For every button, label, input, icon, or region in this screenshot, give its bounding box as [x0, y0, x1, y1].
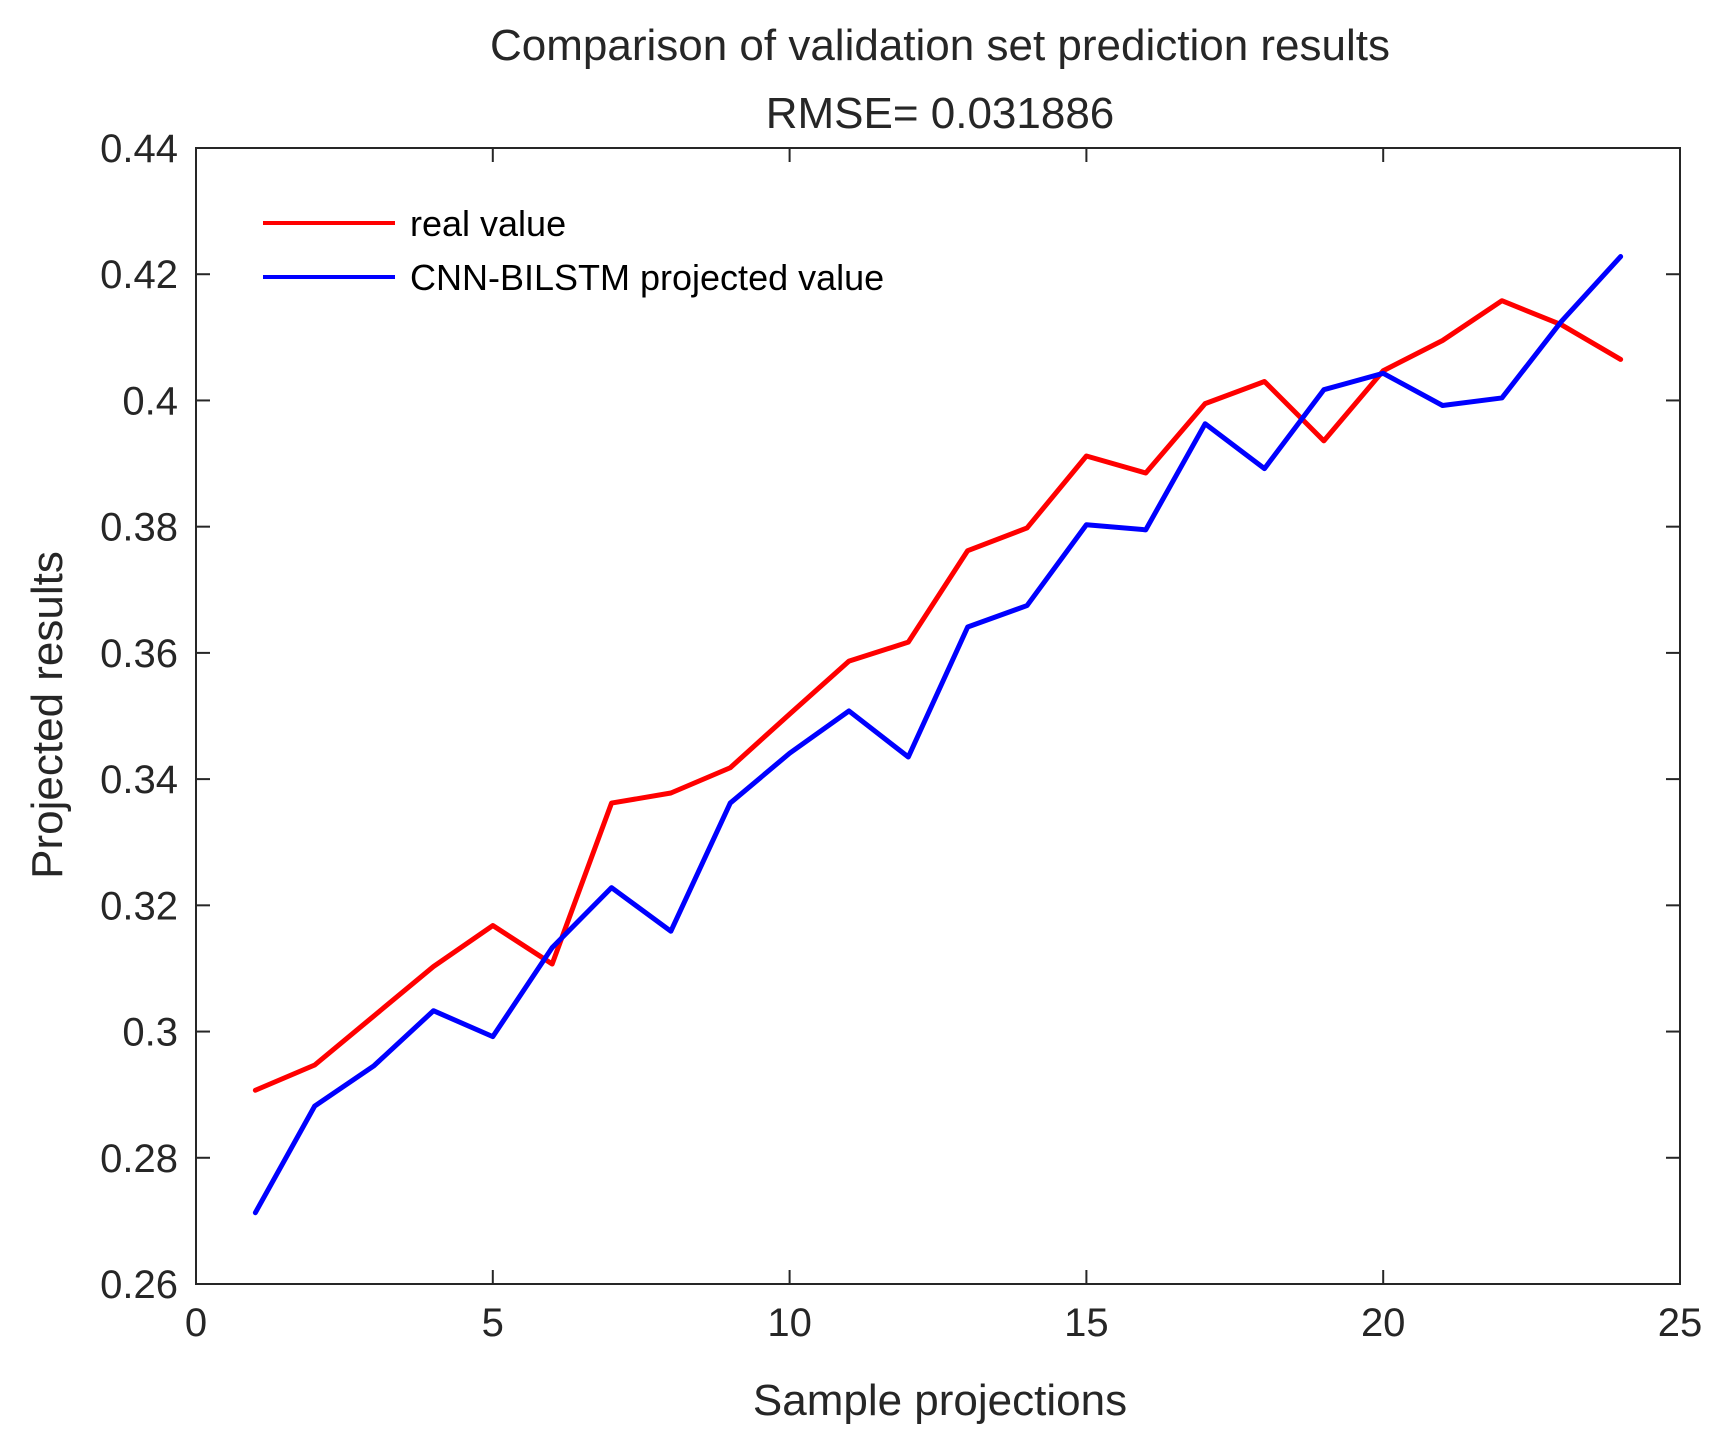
y-tick-label: 0.42	[100, 253, 178, 297]
y-tick-label: 0.4	[122, 379, 178, 423]
legend: real value CNN-BILSTM projected value	[263, 203, 884, 298]
x-tick-label: 10	[767, 1301, 812, 1345]
y-tick-label: 0.38	[100, 506, 178, 550]
y-tick-label: 0.44	[100, 127, 178, 171]
series-line-cnn-bilstm	[252, 254, 1624, 1216]
y-tick-label: 0.36	[100, 632, 178, 676]
y-tick-label: 0.34	[100, 758, 178, 802]
x-tick-label: 15	[1064, 1301, 1109, 1345]
tick-marks	[195, 147, 1681, 1285]
series-line-real-value	[252, 298, 1624, 1093]
y-tick-label: 0.28	[100, 1137, 178, 1181]
y-tick-label: 0.3	[122, 1011, 178, 1055]
chart-subtitle: RMSE= 0.031886	[766, 89, 1115, 138]
x-tick-label: 20	[1361, 1301, 1406, 1345]
y-tick-label: 0.32	[100, 884, 178, 928]
plot-area	[195, 147, 1681, 1285]
legend-label-real-value: real value	[410, 203, 566, 244]
chart-title: Comparison of validation set prediction …	[490, 21, 1390, 70]
x-tick-label: 0	[185, 1301, 207, 1345]
legend-label-cnn-bilstm: CNN-BILSTM projected value	[410, 257, 884, 298]
x-tick-label: 5	[482, 1301, 504, 1345]
x-tick-label: 25	[1658, 1301, 1703, 1345]
series-lines	[252, 254, 1624, 1216]
x-axis-label: Sample projections	[753, 1376, 1127, 1425]
tick-labels: 0 5 10 15 20 25 0.26 0.28 0.3 0.32 0.34 0.36 0.38 0.4…	[100, 127, 1702, 1345]
y-tick-label: 0.26	[100, 1263, 178, 1307]
y-axis-label: Projected results	[23, 551, 72, 879]
